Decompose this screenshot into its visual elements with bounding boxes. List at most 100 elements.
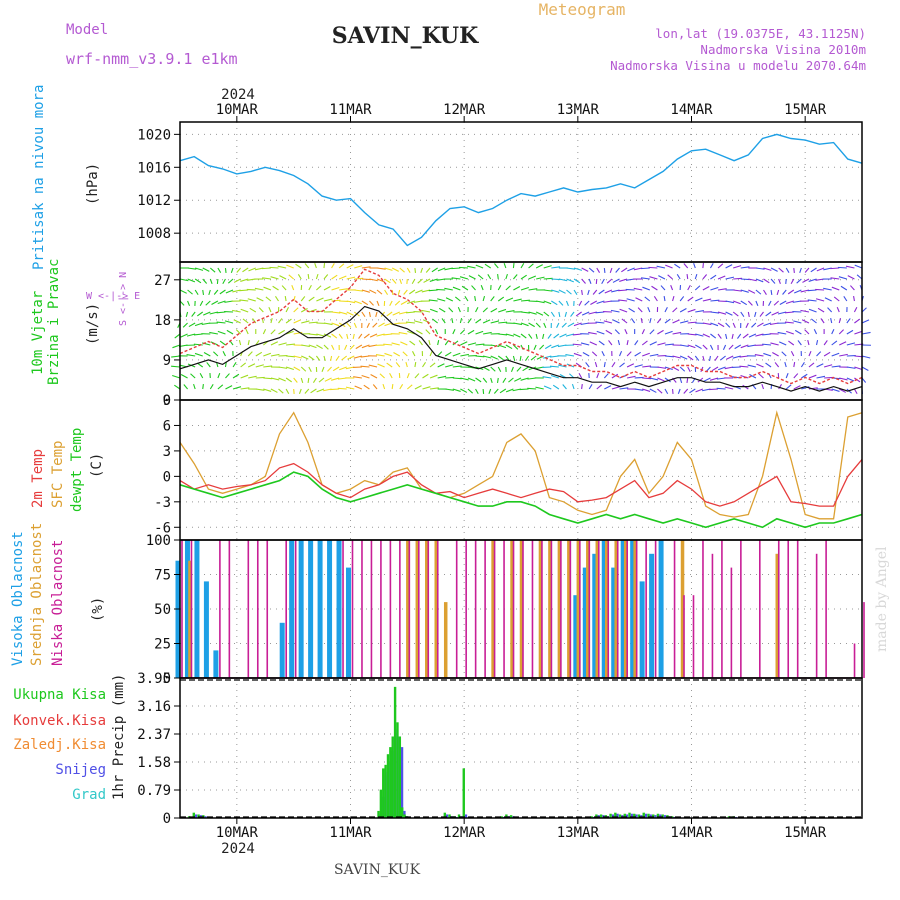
wind-barb xyxy=(422,319,431,324)
cloud-high-bar xyxy=(639,581,645,678)
wind-barb xyxy=(581,278,586,284)
wind-barb xyxy=(625,288,635,291)
wind-barb xyxy=(619,387,629,390)
wind-barb xyxy=(551,300,558,306)
wind-barb xyxy=(716,387,726,390)
wind-barb xyxy=(392,311,400,316)
wind-barb xyxy=(399,384,404,390)
wind-barb xyxy=(717,333,722,339)
wind-barb xyxy=(514,377,522,382)
cloud-ytick-label: 50 xyxy=(154,602,171,618)
precip-total-bar xyxy=(403,814,406,818)
footer-station: SAVIN_KUK xyxy=(334,862,421,878)
wind-barb xyxy=(376,289,383,295)
precip-snow-bar xyxy=(401,747,404,818)
wind-barb xyxy=(437,267,446,272)
wind-barb xyxy=(672,307,678,313)
precip-total-bar xyxy=(393,686,397,818)
pressure-label: Pritisak na nivou mora xyxy=(31,85,47,270)
wind-barb xyxy=(436,288,446,291)
wind-barb xyxy=(755,267,765,270)
wind-barb xyxy=(581,383,583,390)
cloud-low-bar xyxy=(247,540,250,678)
wind-barb xyxy=(213,289,219,295)
wind-barb xyxy=(224,300,234,303)
day-label-top: 12MAR xyxy=(443,102,486,118)
temp-2m-line xyxy=(179,458,863,507)
wind-barb xyxy=(853,388,858,394)
wind-barb xyxy=(323,274,329,280)
precip-legend-convective: Konvek.Kisa xyxy=(13,713,106,729)
wind-barb xyxy=(288,274,295,280)
cloud-low-bar xyxy=(522,540,524,678)
wind-barb xyxy=(490,355,498,360)
wind-barb xyxy=(823,364,833,368)
wind-barb xyxy=(383,343,393,346)
precip-snow-bar xyxy=(625,814,629,818)
wind-barb xyxy=(353,376,362,379)
wind-barb xyxy=(558,300,564,306)
cloud-low-bar xyxy=(484,540,486,678)
wind-barb xyxy=(552,384,560,390)
wind-barb xyxy=(458,266,468,269)
wind-barb xyxy=(763,322,772,327)
wind-barb xyxy=(524,355,530,361)
wind-barb xyxy=(642,377,652,380)
wind-barb xyxy=(550,355,559,358)
cloud-high-bar xyxy=(582,567,588,678)
wind-barb xyxy=(498,308,507,313)
wind-barb xyxy=(275,296,279,302)
cloud-high-bar xyxy=(308,540,314,678)
wind-barb xyxy=(300,307,308,313)
wind-barb xyxy=(543,277,553,280)
cloud-low-bar xyxy=(389,540,392,678)
wind-barb xyxy=(619,278,628,282)
wind-barb xyxy=(308,284,312,291)
wind-barb xyxy=(800,362,805,368)
wind-barb xyxy=(725,322,731,328)
wind-barb xyxy=(824,297,832,302)
wind-barb xyxy=(854,330,863,335)
wind-barb xyxy=(615,267,620,273)
wind-barb xyxy=(429,387,439,390)
wind-barb xyxy=(566,278,575,283)
wind-barb xyxy=(694,355,700,361)
wind-barb xyxy=(293,295,296,302)
wind-barb xyxy=(774,362,780,368)
wind-barb xyxy=(412,350,416,357)
wind-barb xyxy=(649,377,659,381)
wind-barb xyxy=(316,285,322,291)
wind-barb xyxy=(770,342,779,346)
wind-barb xyxy=(193,383,196,390)
wind-barb xyxy=(475,318,482,324)
cloud-mid-bar xyxy=(434,540,438,678)
wind-barb xyxy=(703,377,711,382)
wind-barb xyxy=(406,300,416,305)
wind-barb xyxy=(411,278,416,284)
wind-barb xyxy=(562,384,567,390)
cloud-high-bar xyxy=(573,595,579,678)
wind-barb xyxy=(626,298,635,302)
wind-barb xyxy=(354,300,362,305)
precip-ytick-label: 0.79 xyxy=(137,783,171,799)
wind-barb xyxy=(482,355,492,359)
precip-total-bar xyxy=(623,813,626,818)
cloud-mid-bar xyxy=(443,602,448,678)
wind-barb xyxy=(349,344,355,350)
wind-barb xyxy=(378,322,385,328)
wind-barb xyxy=(748,289,756,294)
wind-barb xyxy=(665,264,673,269)
wind-barb xyxy=(770,289,773,296)
cloud-ytick-label: 75 xyxy=(154,568,171,584)
wind-barb xyxy=(497,273,499,280)
wind-barb xyxy=(386,311,393,317)
wind-barb xyxy=(573,352,582,357)
wind-barb xyxy=(190,373,196,379)
wind-barb xyxy=(406,384,413,390)
wind-barb xyxy=(301,355,309,360)
wind-barb xyxy=(710,333,717,339)
wind-barb xyxy=(398,311,408,315)
wind-barb xyxy=(784,321,794,324)
wind-barb xyxy=(475,306,479,313)
wind-barb xyxy=(520,263,525,269)
